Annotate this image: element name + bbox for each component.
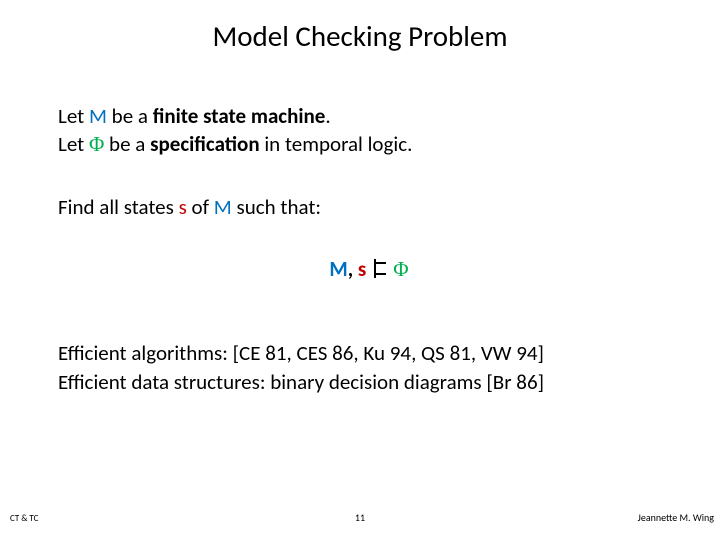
symbol-s: s: [179, 194, 187, 220]
text: be a: [107, 103, 153, 129]
text: ,: [348, 256, 358, 282]
text: Find all states: [58, 194, 179, 220]
footer-page-number: 11: [0, 511, 720, 524]
slide: Model Checking Problem Let M be a finite…: [0, 0, 720, 540]
symbol-M: M: [329, 256, 347, 282]
symbol-M: M: [214, 194, 232, 220]
line-datastructures: Efficient data structures: binary decisi…: [58, 368, 680, 396]
slide-body: Let M be a finite state machine. Let Φ b…: [0, 64, 720, 396]
models-icon: [373, 259, 387, 279]
text: Let: [58, 131, 89, 157]
text: .: [325, 103, 330, 129]
text: of: [187, 194, 214, 220]
symbol-M: M: [89, 103, 107, 129]
text: Let: [58, 103, 89, 129]
formula: M, s Φ: [58, 255, 680, 283]
symbol-Phi: Φ: [393, 257, 408, 281]
line-find: Find all states s of M such that:: [58, 193, 680, 221]
text: such that:: [232, 194, 321, 220]
line-algorithms: Efficient algorithms: [CE 81, CES 86, Ku…: [58, 339, 680, 367]
text-space: [366, 257, 371, 281]
slide-title: Model Checking Problem: [0, 0, 720, 64]
footer-author: Jeannette M. Wing: [638, 511, 714, 524]
symbol-Phi: Φ: [89, 132, 104, 156]
text: in temporal logic.: [260, 131, 413, 157]
text-bold: specification: [150, 131, 260, 157]
text-bold: finite state machine: [153, 103, 326, 129]
line-let-Phi: Let Φ be a specification in temporal log…: [58, 130, 680, 158]
line-let-M: Let M be a finite state machine.: [58, 102, 680, 130]
text: be a: [104, 131, 150, 157]
